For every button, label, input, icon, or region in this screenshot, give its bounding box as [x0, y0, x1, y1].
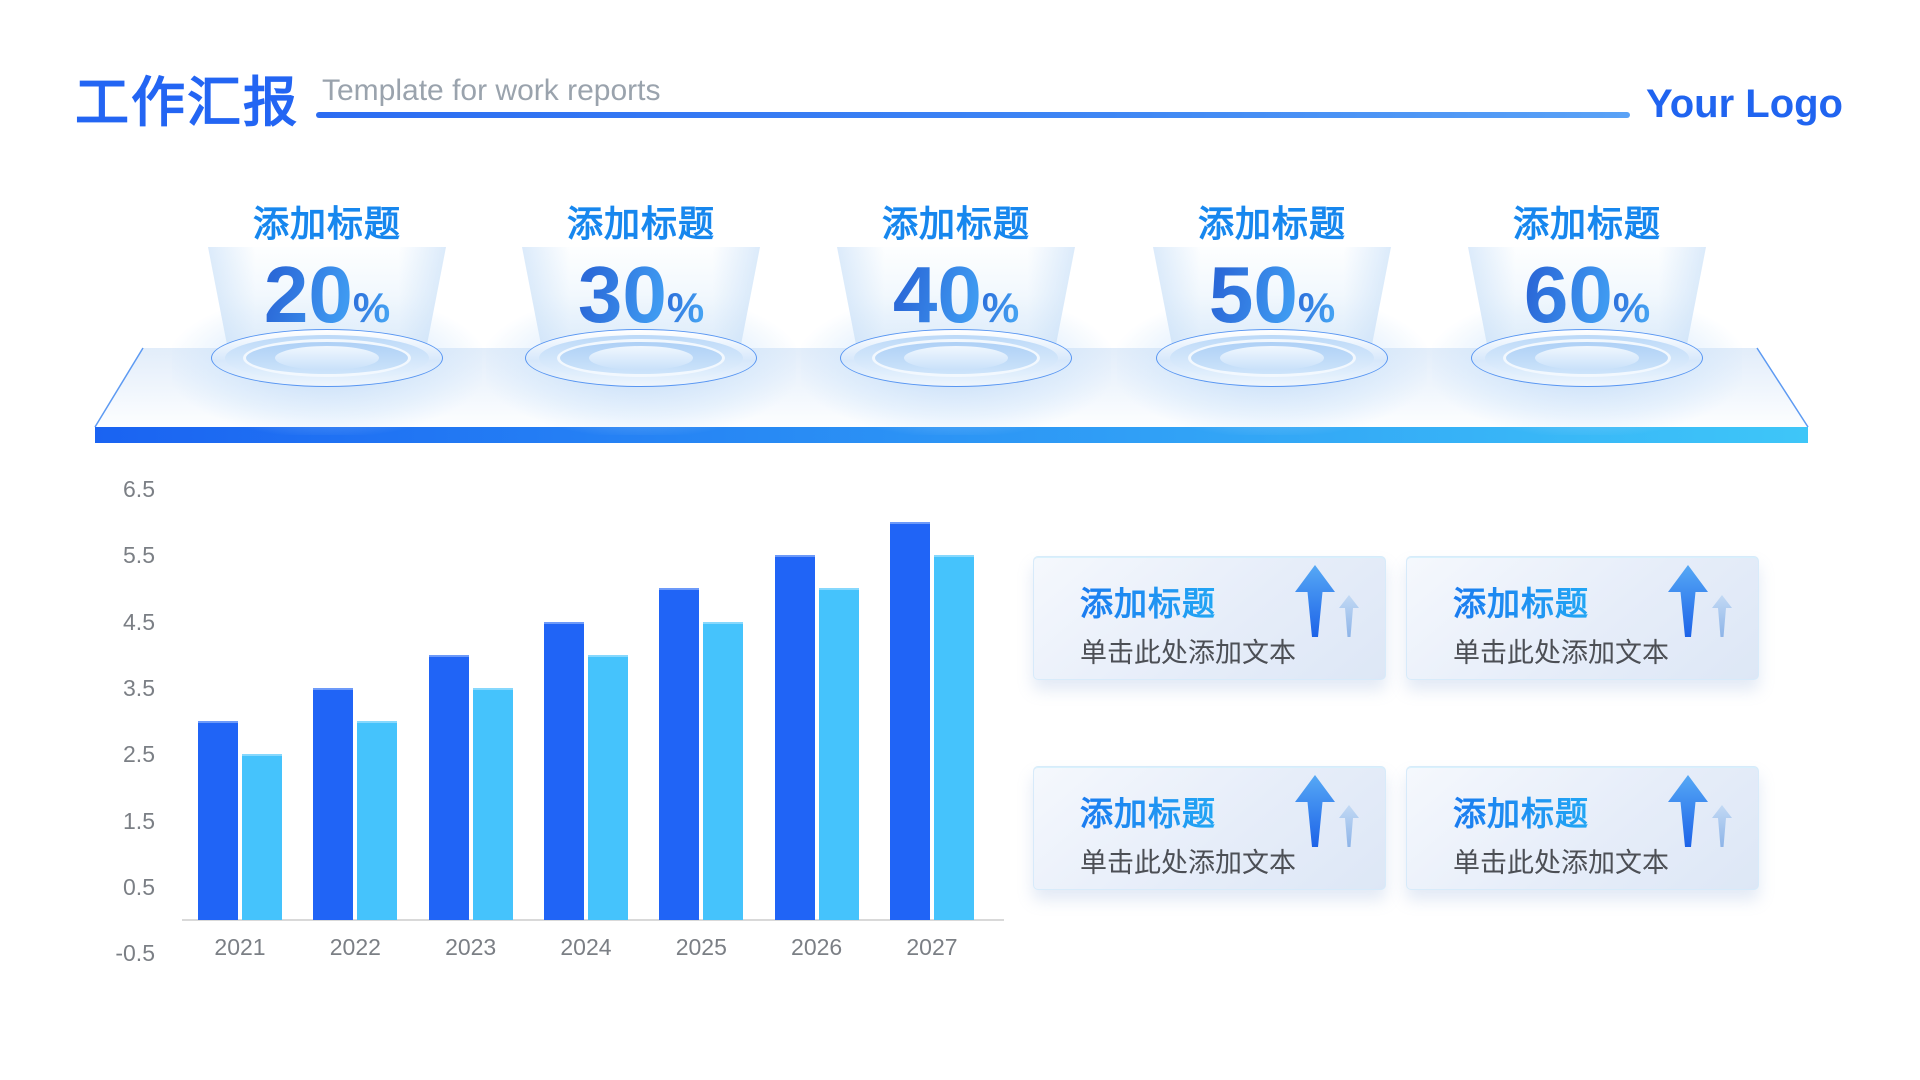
percent-number: 30	[577, 250, 667, 339]
small-arrow-icon	[1712, 805, 1732, 847]
chart-x-axis: 2021 2022 2023 2024 2025 2026 2027	[182, 932, 1004, 964]
info-card-4: 添加标题 单击此处添加文本	[1406, 766, 1759, 890]
card-title: 添加标题	[1453, 577, 1589, 625]
bar-chart	[182, 470, 1002, 920]
header-underline	[316, 112, 1630, 118]
bar-primary-2021	[198, 721, 238, 920]
info-card-2: 添加标题 单击此处添加文本	[1406, 556, 1759, 680]
y-axis-label: 2.5	[123, 741, 155, 767]
x-axis-label: 2022	[329, 934, 381, 960]
up-arrows-icon	[1668, 565, 1732, 637]
percent-number: 20	[263, 250, 353, 339]
podium-value: 60%	[1457, 255, 1717, 335]
up-arrows-icon	[1295, 775, 1359, 847]
podium-title: 添加标题	[1197, 203, 1346, 244]
big-arrow-icon	[1295, 565, 1335, 637]
x-axis-label: 2021	[214, 934, 266, 960]
percent-number: 60	[1523, 250, 1613, 339]
bar-secondary-2023	[472, 688, 513, 920]
podium-title: 添加标题	[566, 203, 715, 244]
ripple-center	[1220, 346, 1324, 370]
info-card-3: 添加标题 单击此处添加文本	[1033, 766, 1386, 890]
chart-x-axis-line	[182, 919, 1004, 921]
percent-number: 50	[1208, 250, 1298, 339]
y-axis-label: -0.5	[115, 940, 155, 966]
podium-title: 添加标题	[252, 203, 401, 244]
podium-title: 添加标题	[881, 203, 1030, 244]
percent-sign: %	[352, 284, 391, 331]
percent-sign: %	[1612, 284, 1651, 331]
big-arrow-icon	[1295, 775, 1335, 847]
percent-sign: %	[1297, 284, 1336, 331]
x-axis-label: 2027	[906, 934, 958, 960]
percent-sign: %	[981, 284, 1020, 331]
y-axis-label: 4.5	[123, 609, 155, 635]
bar-secondary-2025	[703, 622, 744, 920]
card-body: 单击此处添加文本	[1080, 848, 1296, 878]
podium-value: 30%	[511, 255, 771, 335]
y-axis-label: 3.5	[123, 675, 155, 701]
podium-value: 50%	[1142, 255, 1402, 335]
bar-secondary-2027	[933, 555, 974, 920]
small-arrow-icon	[1339, 805, 1359, 847]
podium-4: 添加标题 50%	[1117, 195, 1427, 435]
bar-secondary-2026	[818, 588, 859, 920]
x-axis-label: 2026	[791, 934, 843, 960]
y-axis-label: 6.5	[123, 476, 155, 502]
bar-primary-2023	[428, 655, 469, 920]
ripple-center	[589, 346, 693, 370]
bar-primary-2022	[313, 688, 354, 920]
ripple-center	[275, 346, 379, 370]
logo-text: Your Logo	[1646, 82, 1843, 126]
bar-secondary-2022	[357, 721, 398, 920]
x-axis-label: 2025	[675, 934, 727, 960]
y-axis-label: 0.5	[123, 874, 155, 900]
big-arrow-icon	[1668, 565, 1708, 637]
small-arrow-icon	[1712, 595, 1732, 637]
podium-value: 20%	[197, 255, 457, 335]
info-card-1: 添加标题 单击此处添加文本	[1033, 556, 1386, 680]
bar-primary-2025	[659, 588, 700, 920]
bar-primary-2026	[774, 555, 815, 920]
card-body: 单击此处添加文本	[1080, 638, 1296, 668]
podium-3: 添加标题 40%	[801, 195, 1111, 435]
big-arrow-icon	[1668, 775, 1708, 847]
podium-title: 添加标题	[1512, 203, 1661, 244]
percent-sign: %	[666, 284, 705, 331]
podium-2: 添加标题 30%	[486, 195, 796, 435]
x-axis-label: 2024	[560, 934, 612, 960]
card-body: 单击此处添加文本	[1453, 638, 1669, 668]
bar-secondary-2024	[587, 655, 628, 920]
y-axis-label: 1.5	[123, 808, 155, 834]
bar-primary-2024	[543, 622, 584, 920]
ripple-center	[1535, 346, 1639, 370]
podium-5: 添加标题 60%	[1432, 195, 1742, 435]
card-title: 添加标题	[1080, 577, 1216, 625]
card-title: 添加标题	[1080, 787, 1216, 835]
x-axis-label: 2023	[445, 934, 497, 960]
ripple-ring-3	[872, 339, 1040, 377]
page-subtitle: Template for work reports	[322, 74, 661, 107]
page-title: 工作汇报	[75, 73, 299, 133]
y-axis-label: 5.5	[123, 542, 155, 568]
card-body: 单击此处添加文本	[1453, 848, 1669, 878]
podium-1: 添加标题 20%	[172, 195, 482, 435]
bar-primary-2027	[889, 522, 930, 920]
up-arrows-icon	[1668, 775, 1732, 847]
small-arrow-icon	[1339, 595, 1359, 637]
bar-secondary-2021	[242, 754, 282, 920]
card-title: 添加标题	[1453, 787, 1589, 835]
chart-y-axis: 6.5 5.5 4.5 3.5 2.5 1.5 0.5 -0.5	[60, 470, 155, 990]
percent-number: 40	[892, 250, 982, 339]
ripple-center	[904, 346, 1008, 370]
up-arrows-icon	[1295, 565, 1359, 637]
podium-value: 40%	[826, 255, 1086, 335]
